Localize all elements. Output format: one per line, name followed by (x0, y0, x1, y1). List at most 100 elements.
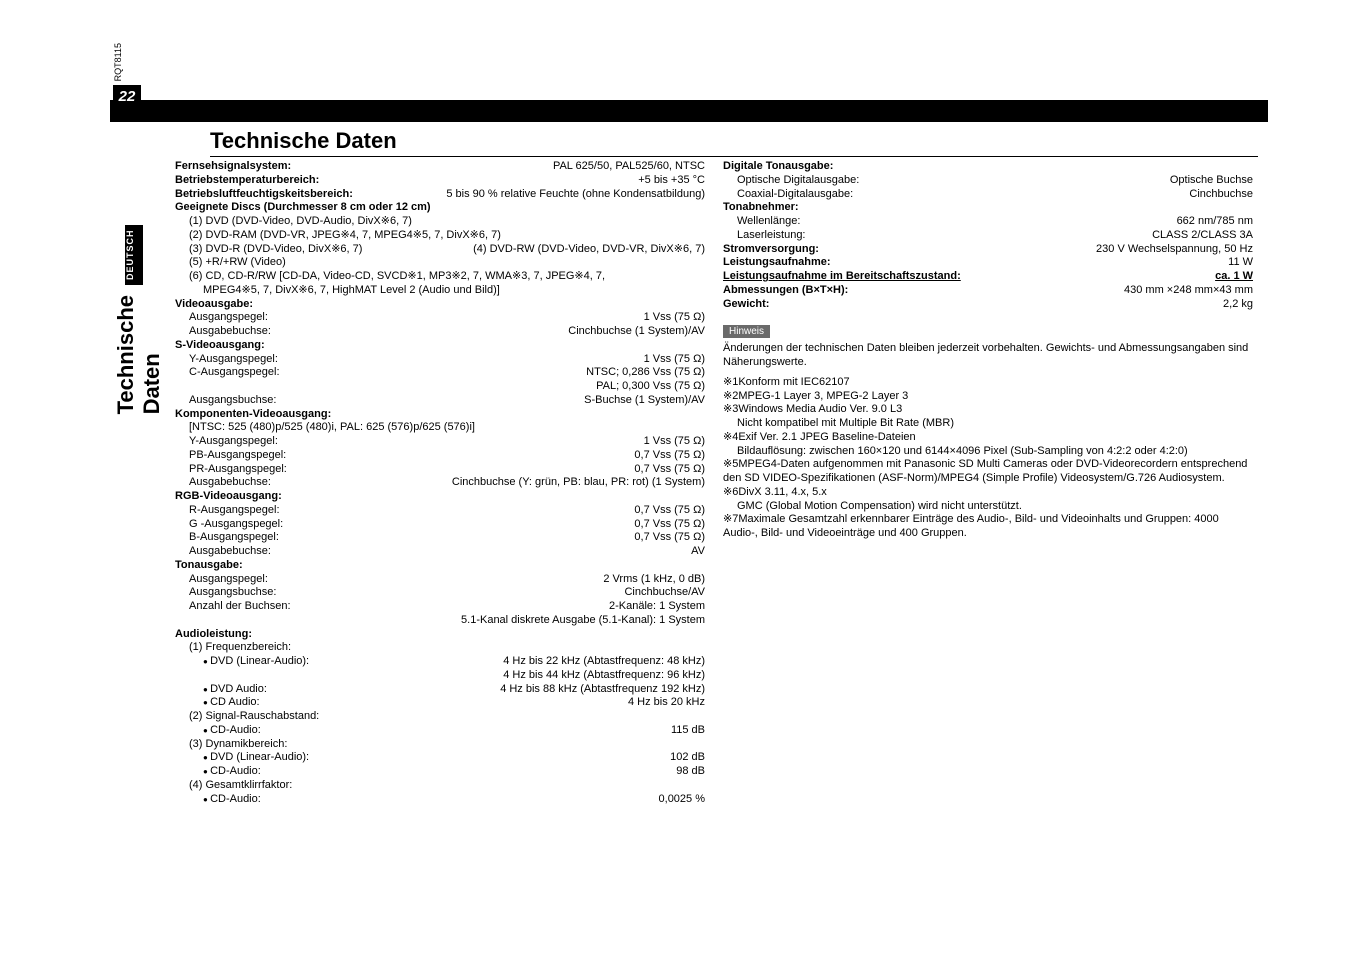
page-number: 22 (113, 85, 141, 109)
spec-label: Laserleistung: (737, 229, 806, 243)
spec-label: Anzahl der Buchsen: (189, 600, 291, 614)
spec-value: Cinchbuchse/AV (624, 586, 705, 600)
spec-label: Abmessungen (B×T×H): (723, 284, 848, 298)
spec-label: B-Ausgangspegel: (189, 531, 279, 545)
spec-value: CLASS 2/CLASS 3A (1152, 229, 1253, 243)
spec-value: Optische Buchse (1170, 174, 1253, 188)
footnote: ※7Maximale Gesamtzahl erkennbarer Einträ… (723, 513, 1253, 541)
disc-item: (1) DVD (DVD-Video, DVD-Audio, DivX※6, 7… (175, 215, 705, 229)
spec-label: Ausgabebuchse: (189, 325, 271, 339)
spec-value: Cinchbuchse (1189, 188, 1253, 202)
hint-label: Hinweis (723, 325, 770, 338)
spec-label: Wellenlänge: (737, 215, 800, 229)
disc-item: (4) DVD-RW (DVD-Video, DVD-VR, DivX※6, 7… (473, 243, 705, 257)
spec-label: Ausgangspegel: (189, 311, 268, 325)
spec-value: 1 Vss (75 Ω) (644, 353, 705, 367)
spec-label: DVD (Linear-Audio): (203, 655, 309, 669)
disc-item: (5) +R/+RW (Video) (175, 256, 705, 270)
note-text: Änderungen der technischen Daten bleiben… (723, 342, 1253, 370)
spec-value: PAL 625/50, PAL525/60, NTSC (553, 160, 705, 174)
spec-label: CD-Audio: (203, 765, 261, 779)
spec-value: PAL; 0,300 Vss (75 Ω) (596, 380, 705, 394)
doc-code: RQT8115 (113, 43, 123, 81)
section-tab: Technische Daten (113, 295, 165, 414)
spec-value: 0,7 Vss (75 Ω) (634, 531, 705, 545)
spec-value: 2-Kanäle: 1 System (609, 600, 705, 614)
spec-label: Ausgangsbuchse: (189, 394, 276, 408)
spec-label: (3) Dynamikbereich: (175, 738, 705, 752)
spec-value: Cinchbuchse (Y: grün, PB: blau, PR: rot)… (452, 476, 705, 490)
spec-label: Stromversorgung: (723, 243, 819, 257)
footnote: ※5MPEG4-Daten aufgenommen mit Panasonic … (723, 458, 1253, 486)
footnote: Nicht kompatibel mit Multiple Bit Rate (… (723, 417, 1253, 431)
spec-value: 1 Vss (75 Ω) (644, 435, 705, 449)
spec-value: 0,7 Vss (75 Ω) (634, 449, 705, 463)
spec-label: CD-Audio: (203, 793, 261, 807)
spec-label: (1) Frequenzbereich: (175, 641, 705, 655)
spec-label: C-Ausgangspegel: (189, 366, 280, 380)
right-column: Digitale Tonausgabe: Optische Digitalaus… (723, 160, 1253, 806)
spec-value: 4 Hz bis 88 kHz (Abtastfrequenz 192 kHz) (500, 683, 705, 697)
spec-value: 4 Hz bis 22 kHz (Abtastfrequenz: 48 kHz) (503, 655, 705, 669)
section-heading: Tonausgabe: (175, 559, 705, 573)
spec-label: (2) Signal-Rauschabstand: (175, 710, 705, 724)
spec-value: 2 Vrms (1 kHz, 0 dB) (603, 573, 705, 587)
spec-label: R-Ausgangspegel: (189, 504, 280, 518)
spec-label: G -Ausgangspegel: (189, 518, 283, 532)
spec-label: Ausgangspegel: (189, 573, 268, 587)
spec-value: +5 bis +35 °C (638, 174, 705, 188)
tiny-page-number: 22 (115, 111, 141, 120)
footnote: ※3Windows Media Audio Ver. 9.0 L3 (723, 403, 1253, 417)
spec-label: Y-Ausgangspegel: (189, 435, 278, 449)
spec-label: Leistungsaufnahme: (723, 256, 831, 270)
footnote: ※2MPEG-1 Layer 3, MPEG-2 Layer 3 (723, 390, 1253, 404)
section-heading: Digitale Tonausgabe: (723, 160, 1253, 174)
spec-value: 115 dB (671, 724, 705, 738)
spec-label: Ausgangsbuchse: (189, 586, 276, 600)
spec-label: DVD Audio: (203, 683, 267, 697)
left-column: Fernsehsignalsystem:PAL 625/50, PAL525/6… (175, 160, 705, 806)
spec-value: 5 bis 90 % relative Feuchte (ohne Konden… (446, 188, 705, 202)
section-heading: S-Videoausgang: (175, 339, 705, 353)
footnote: Bildauflösung: zwischen 160×120 und 6144… (723, 445, 1253, 459)
spec-label: Ausgabebuchse: (189, 476, 271, 490)
spec-value: AV (691, 545, 705, 559)
spec-label: Geeignete Discs (Durchmesser 8 cm oder 1… (175, 201, 705, 215)
disc-item: MPEG4※5, 7, DivX※6, 7, HighMAT Level 2 (… (175, 284, 705, 298)
spec-label: Y-Ausgangspegel: (189, 353, 278, 367)
spec-label: Coaxial-Digitalausgabe: (737, 188, 853, 202)
footnote: ※6DivX 3.11, 4.x, 5.x (723, 486, 1253, 500)
footnote: GMC (Global Motion Compensation) wird ni… (723, 500, 1253, 514)
spec-value: S-Buchse (1 System)/AV (584, 394, 705, 408)
spec-value: 0,7 Vss (75 Ω) (634, 518, 705, 532)
spec-value: NTSC; 0,286 Vss (75 Ω) (586, 366, 705, 380)
spec-value: 1 Vss (75 Ω) (644, 311, 705, 325)
section-heading: Audioleistung: (175, 628, 705, 642)
disc-item: (6) CD, CD-R/RW [CD-DA, Video-CD, SVCD※1… (175, 270, 705, 284)
spec-label: DVD (Linear-Audio): (203, 751, 309, 765)
title-underline (210, 156, 1258, 157)
spec-label: CD-Audio: (203, 724, 261, 738)
spec-label: Ausgabebuchse: (189, 545, 271, 559)
section-heading: RGB-Videoausgang: (175, 490, 705, 504)
spec-label: CD Audio: (203, 696, 260, 710)
spec-label: PR-Ausgangspegel: (189, 463, 287, 477)
spec-value: 230 V Wechselspannung, 50 Hz (1096, 243, 1253, 257)
section-heading: Komponenten-Videoausgang: (175, 408, 705, 422)
spec-label: Gewicht: (723, 298, 769, 312)
spec-value: 0,7 Vss (75 Ω) (634, 504, 705, 518)
spec-label: Betriebstemperaturbereich: (175, 174, 319, 188)
spec-value: 662 nm/785 nm (1177, 215, 1253, 229)
footnote: ※4Exif Ver. 2.1 JPEG Baseline-Dateien (723, 431, 1253, 445)
section-heading: Videoausgabe: (175, 298, 705, 312)
spec-value: 98 dB (676, 765, 705, 779)
spec-value: 5.1-Kanal diskrete Ausgabe (5.1-Kanal): … (461, 614, 705, 628)
disc-item: (2) DVD-RAM (DVD-VR, JPEG※4, 7, MPEG4※5,… (175, 229, 705, 243)
spec-label: Leistungsaufnahme im Bereitschaftszustan… (723, 270, 961, 284)
spec-value: Cinchbuchse (1 System)/AV (568, 325, 705, 339)
spec-value: 4 Hz bis 20 kHz (628, 696, 705, 710)
spec-value: 4 Hz bis 44 kHz (Abtastfrequenz: 96 kHz) (503, 669, 705, 683)
footnote: ※1Konform mit IEC62107 (723, 376, 1253, 390)
spec-label: PB-Ausgangspegel: (189, 449, 286, 463)
header-bar (110, 100, 1268, 122)
